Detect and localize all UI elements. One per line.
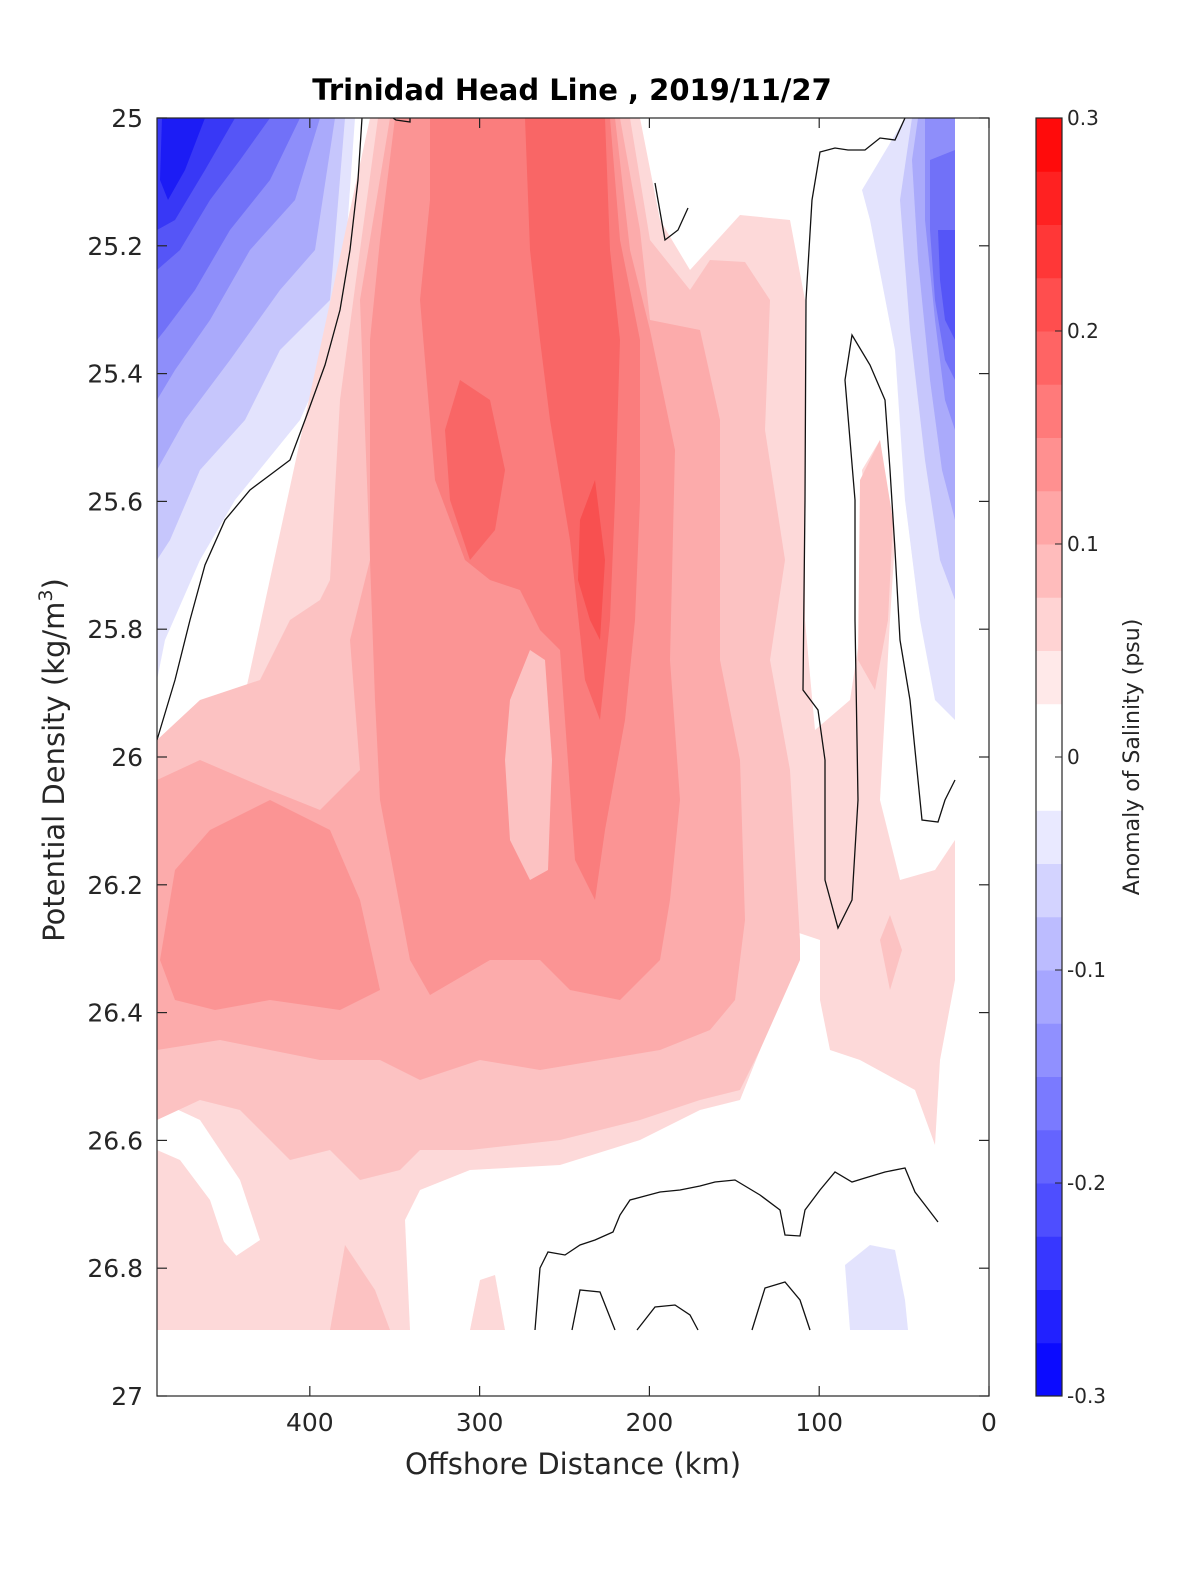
x-tick-label: 200: [626, 1408, 674, 1437]
colorbar-tick-label: -0.2: [1067, 1171, 1106, 1195]
salty-contour-level-1c: [195, 1220, 265, 1330]
colorbar-band: [1036, 1023, 1062, 1077]
colorbar-band: [1036, 437, 1062, 492]
salty-contour-level-1b: [470, 1275, 505, 1330]
salty-contour-level-4b: [160, 800, 380, 1010]
y-axis-label: Potential Density (kg/m3): [35, 578, 71, 942]
zero-contour-deep-3: [636, 1304, 699, 1331]
colorbar-tick-label: -0.1: [1067, 958, 1106, 982]
chart-title: Trinidad Head Line , 2019/11/27: [312, 73, 832, 107]
colorbar-ticks: 0.3 0.2 0.1 0 -0.1 -0.2 -0.3: [1055, 106, 1106, 1408]
colorbar-band: [1036, 597, 1062, 651]
colorbar-band: [1036, 1289, 1062, 1344]
x-axis-label: Offshore Distance (km): [405, 1447, 741, 1481]
y-tick-label: 25.6: [87, 487, 143, 516]
y-tick-label: 25: [111, 104, 143, 133]
zero-contour-top-small: [392, 118, 411, 123]
salty-spot-1: [195, 862, 218, 905]
colorbar-label: Anomaly of Salinity (psu): [1120, 619, 1145, 896]
colorbar-band: [1036, 384, 1062, 438]
colorbar-band: [1036, 490, 1062, 545]
colorbar-tick-label: -0.3: [1067, 1384, 1106, 1408]
salty-spot-2: [255, 905, 275, 950]
x-tick-label: 300: [456, 1408, 504, 1437]
colorbar-tick-label: 0.3: [1067, 106, 1099, 130]
colorbar-band: [1036, 171, 1062, 225]
y-tick-label: 26.6: [87, 1126, 143, 1155]
salty-contour-level-7: [578, 480, 605, 640]
colorbar-tick-label: 0.2: [1067, 319, 1099, 343]
y-tick-label: 25.8: [87, 615, 143, 644]
salty-contour-level-2c: [330, 1245, 390, 1330]
colorbar-band: [1036, 277, 1062, 332]
salty-contour-level-6b: [445, 380, 505, 560]
x-tick-label: 400: [286, 1408, 334, 1437]
y-tick-label: 26.8: [87, 1254, 143, 1283]
fresh-contour-level-8: [160, 118, 205, 200]
contour-fill-layer: [157, 118, 956, 1331]
colorbar-band: [1036, 1342, 1062, 1397]
y-tick-label: 25.2: [87, 232, 143, 261]
y-tick-label: 26.4: [87, 999, 143, 1028]
colorbar-band: [1036, 331, 1062, 385]
colorbar-band: [1036, 224, 1062, 279]
colorbar: [1036, 117, 1062, 1397]
zero-contour-upper-mid: [654, 182, 689, 242]
y-axis-label-main: Potential Density (kg/m: [37, 602, 71, 942]
colorbar-band: [1036, 1236, 1062, 1290]
colorbar-band: [1036, 916, 1062, 971]
colorbar-band: [1036, 757, 1062, 811]
colorbar-tick-label: 0.1: [1067, 532, 1099, 556]
colorbar-band: [1036, 1129, 1062, 1184]
y-tick-label: 26.2: [87, 871, 143, 900]
colorbar-band: [1036, 1076, 1062, 1131]
y-tick-label: 27: [111, 1382, 143, 1411]
salty-lens: [505, 650, 552, 880]
colorbar-band: [1036, 544, 1062, 598]
y-axis-label-superscript: 3: [35, 589, 57, 601]
salty-spot-3: [880, 915, 902, 990]
colorbar-band: [1036, 650, 1062, 705]
colorbar-band: [1036, 703, 1062, 758]
y-tick-label: 26: [111, 743, 143, 772]
colorbar-band: [1036, 810, 1062, 864]
zero-contour-offshore: [157, 118, 363, 741]
zero-contour-deep-2: [571, 1289, 616, 1331]
zero-contour-nearshore-outer: [802, 118, 956, 930]
y-axis: 25 25.2 25.4 25.6 25.8 26 26.2 26.4 26.6 26.8 27: [87, 104, 989, 1411]
nearshore-fresh-level-6: [938, 230, 955, 340]
y-axis-label-close: ): [37, 578, 71, 589]
salty-contour-level-2b: [858, 440, 893, 690]
colorbar-band: [1036, 970, 1062, 1024]
x-tick-label: 0: [981, 1408, 997, 1437]
x-tick-label: 100: [795, 1408, 843, 1437]
x-axis: 400 300 200 100 0: [286, 118, 997, 1437]
colorbar-band: [1036, 118, 1062, 172]
deep-fresh-patch: [845, 1245, 908, 1330]
colorbar-tick-label: 0: [1067, 745, 1080, 769]
y-tick-label: 25.4: [87, 360, 143, 389]
colorbar-band: [1036, 1183, 1062, 1237]
zero-contour-deep-4: [751, 1281, 811, 1331]
zero-contour-lines: [157, 118, 956, 1331]
zero-contour-deep-1: [534, 1167, 939, 1331]
colorbar-band: [1036, 863, 1062, 918]
